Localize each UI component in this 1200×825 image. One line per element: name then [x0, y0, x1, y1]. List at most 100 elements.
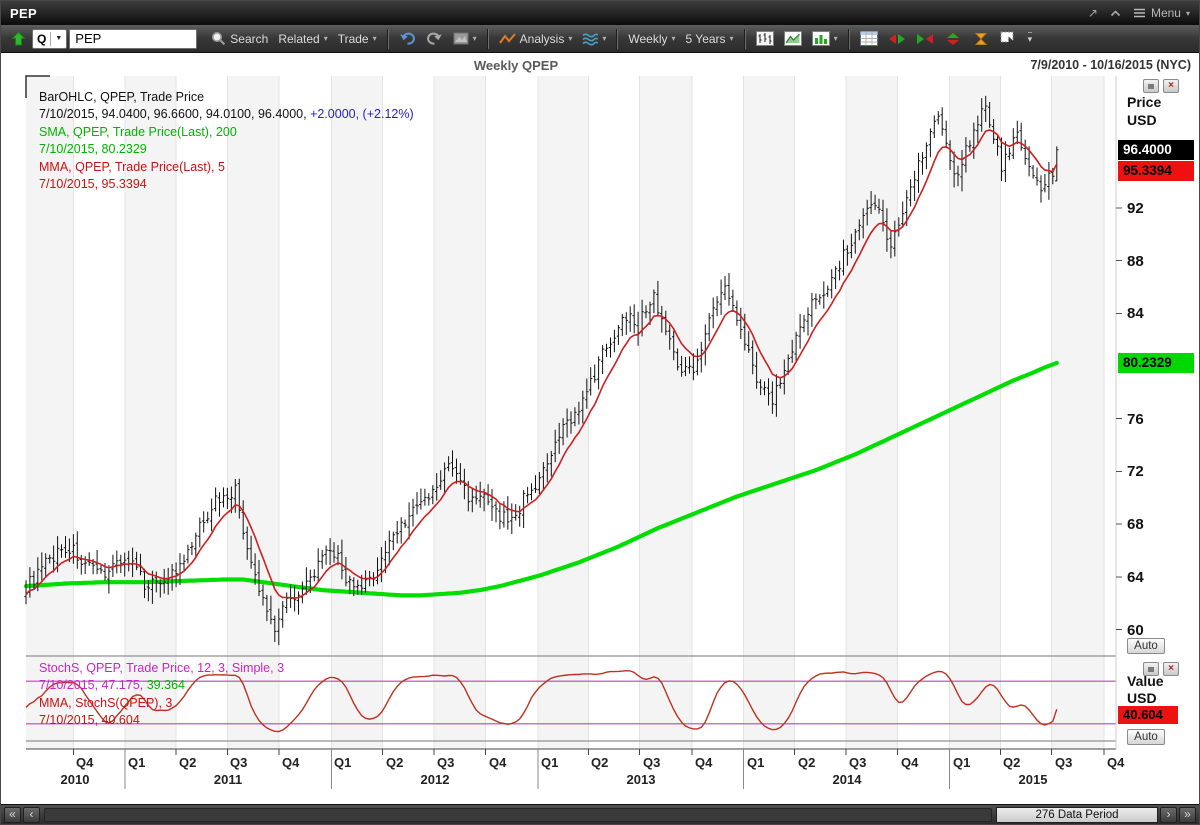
symbol-up-button[interactable] [7, 29, 30, 48]
snapshot-icon [453, 32, 469, 45]
chevron-down-icon: ▾ [1027, 32, 1033, 44]
close-icon: × [1168, 663, 1174, 674]
redo-icon [426, 32, 442, 45]
pane-close-icon[interactable]: × [1163, 662, 1179, 676]
periodicity-label: Weekly [628, 31, 668, 46]
menu-button[interactable]: Menu ▾ [1133, 6, 1190, 20]
value-axis-auto-button[interactable]: Auto [1127, 729, 1165, 745]
x-axis-quarter-label: Q1 [128, 755, 146, 770]
x-axis-year-label: 2012 [420, 772, 450, 787]
area-chart-style-button[interactable] [780, 29, 806, 48]
x-axis-quarter-label: Q4 [901, 755, 919, 770]
overlay-style-dropdown[interactable]: ▾ [578, 30, 610, 48]
quarter-band [331, 76, 383, 749]
search-button[interactable]: Search [207, 29, 272, 48]
x-axis-quarter-label: Q4 [695, 755, 713, 770]
toolbar-divider [486, 28, 489, 49]
price-axis-title: Price [1127, 94, 1162, 110]
pane-close-icon[interactable]: × [1163, 79, 1179, 93]
symbol-input[interactable] [69, 28, 198, 49]
value-axis-title: Value [1127, 673, 1164, 689]
x-axis-quarter-label: Q1 [334, 755, 352, 770]
x-axis-quarter-label: Q2 [386, 755, 404, 770]
scroll-right-button[interactable]: › [1160, 806, 1177, 823]
quarter-band [845, 76, 898, 749]
caret-down-icon: ▾ [671, 34, 676, 43]
redo-button[interactable] [422, 29, 447, 48]
periodicity-dropdown[interactable]: Weekly ▾ [624, 30, 679, 48]
bottom-scrollbar: « ‹ 276 Data Period › » [1, 804, 1199, 824]
scrollbar-track[interactable] [44, 807, 992, 822]
mma-5-line [25, 129, 1058, 599]
caret-down-icon: ▾ [729, 34, 734, 43]
analysis-zigzag-icon [498, 32, 516, 44]
chart-title: Weekly QPEP [473, 58, 559, 73]
caret-down-icon: ▾ [472, 34, 477, 43]
caret-down-icon: ▾ [602, 34, 607, 43]
scroll-far-left-button[interactable]: « [4, 806, 21, 823]
chart-area: Weekly QPEP 7/9/2010 - 10/16/2015 (NYC) … [1, 53, 1199, 804]
scroll-left-button[interactable]: ‹ [23, 806, 40, 823]
toolbar-divider [743, 28, 746, 49]
quarter-band [639, 76, 692, 749]
scroll-back-button[interactable] [884, 30, 910, 48]
price-tick-label: 60 [1127, 622, 1144, 639]
pane-settings-icon[interactable] [1143, 79, 1159, 93]
selection-tool-button[interactable] [996, 29, 1022, 48]
green-up-arrow-icon [11, 31, 26, 46]
snapshot-dropdown[interactable]: ▾ [449, 30, 481, 47]
range-dropdown[interactable]: 5 Years ▾ [682, 30, 738, 48]
pane-settings-icon[interactable] [1143, 662, 1159, 676]
caret-down-icon: ▾ [1185, 8, 1190, 18]
caret-down-icon: ▾ [372, 34, 377, 43]
expand-vertical-button[interactable] [940, 30, 966, 48]
price-tick-label: 88 [1127, 253, 1144, 270]
analysis-dropdown[interactable]: Analysis ▾ [495, 30, 577, 48]
quarter-band [537, 76, 589, 749]
related-dropdown[interactable]: Related ▾ [274, 30, 331, 48]
price-tick-label: 64 [1127, 569, 1144, 586]
x-axis-quarter-label: Q4 [1107, 755, 1125, 770]
volume-style-dropdown[interactable]: ▾ [808, 29, 842, 48]
time-compress-button[interactable] [968, 30, 994, 48]
price-tick-label: 68 [1127, 516, 1144, 533]
toolbar-divider [386, 28, 389, 49]
toolbar-divider [616, 28, 619, 49]
x-axis-year-label: 2013 [626, 772, 656, 787]
price-axis-unit: USD [1127, 112, 1157, 128]
red-green-arrows-icon [888, 33, 905, 44]
price-tick-label: 92 [1127, 200, 1144, 217]
hamburger-icon [1133, 8, 1145, 18]
waves-icon [582, 32, 599, 46]
undo-button[interactable] [395, 29, 420, 48]
toolbar-overflow-button[interactable]: ▾ [1024, 30, 1037, 47]
search-icon [212, 32, 226, 46]
scroll-far-right-button[interactable]: » [1179, 806, 1196, 823]
x-axis-year-label: 2010 [60, 772, 90, 787]
data-grid-button[interactable] [856, 29, 882, 48]
green-red-arrows-icon [916, 33, 933, 44]
close-icon: × [1168, 80, 1174, 91]
x-axis-quarter-label: Q2 [798, 755, 816, 770]
x-axis-quarter-label: Q3 [230, 755, 248, 770]
x-axis-quarter-label: Q2 [179, 755, 197, 770]
bar-chart-style-button[interactable] [752, 29, 778, 48]
price-axis-auto-button[interactable]: Auto [1127, 638, 1165, 654]
popout-icon[interactable]: ↗ [1087, 6, 1098, 20]
data-period-box[interactable]: 276 Data Period [996, 806, 1158, 823]
collapse-icon[interactable] [1110, 6, 1121, 20]
value-axis-unit: USD [1127, 690, 1157, 706]
caret-down-icon: ▼ [55, 35, 63, 42]
quote-type-dropdown[interactable]: Q ▼ [32, 28, 68, 49]
x-axis-quarter-label: Q2 [1003, 755, 1021, 770]
price-chart[interactable] [1, 53, 1199, 804]
price-badge-mma: 95.3394 [1118, 161, 1194, 181]
x-axis-quarter-label: Q4 [282, 755, 300, 770]
scroll-forward-button[interactable] [912, 30, 938, 48]
sma-200-line [23, 360, 1059, 598]
area-chart-icon [783, 31, 802, 46]
x-axis-quarter-label: Q3 [437, 755, 455, 770]
x-axis-year-label: 2014 [832, 772, 862, 787]
trade-dropdown[interactable]: Trade ▾ [334, 30, 381, 48]
